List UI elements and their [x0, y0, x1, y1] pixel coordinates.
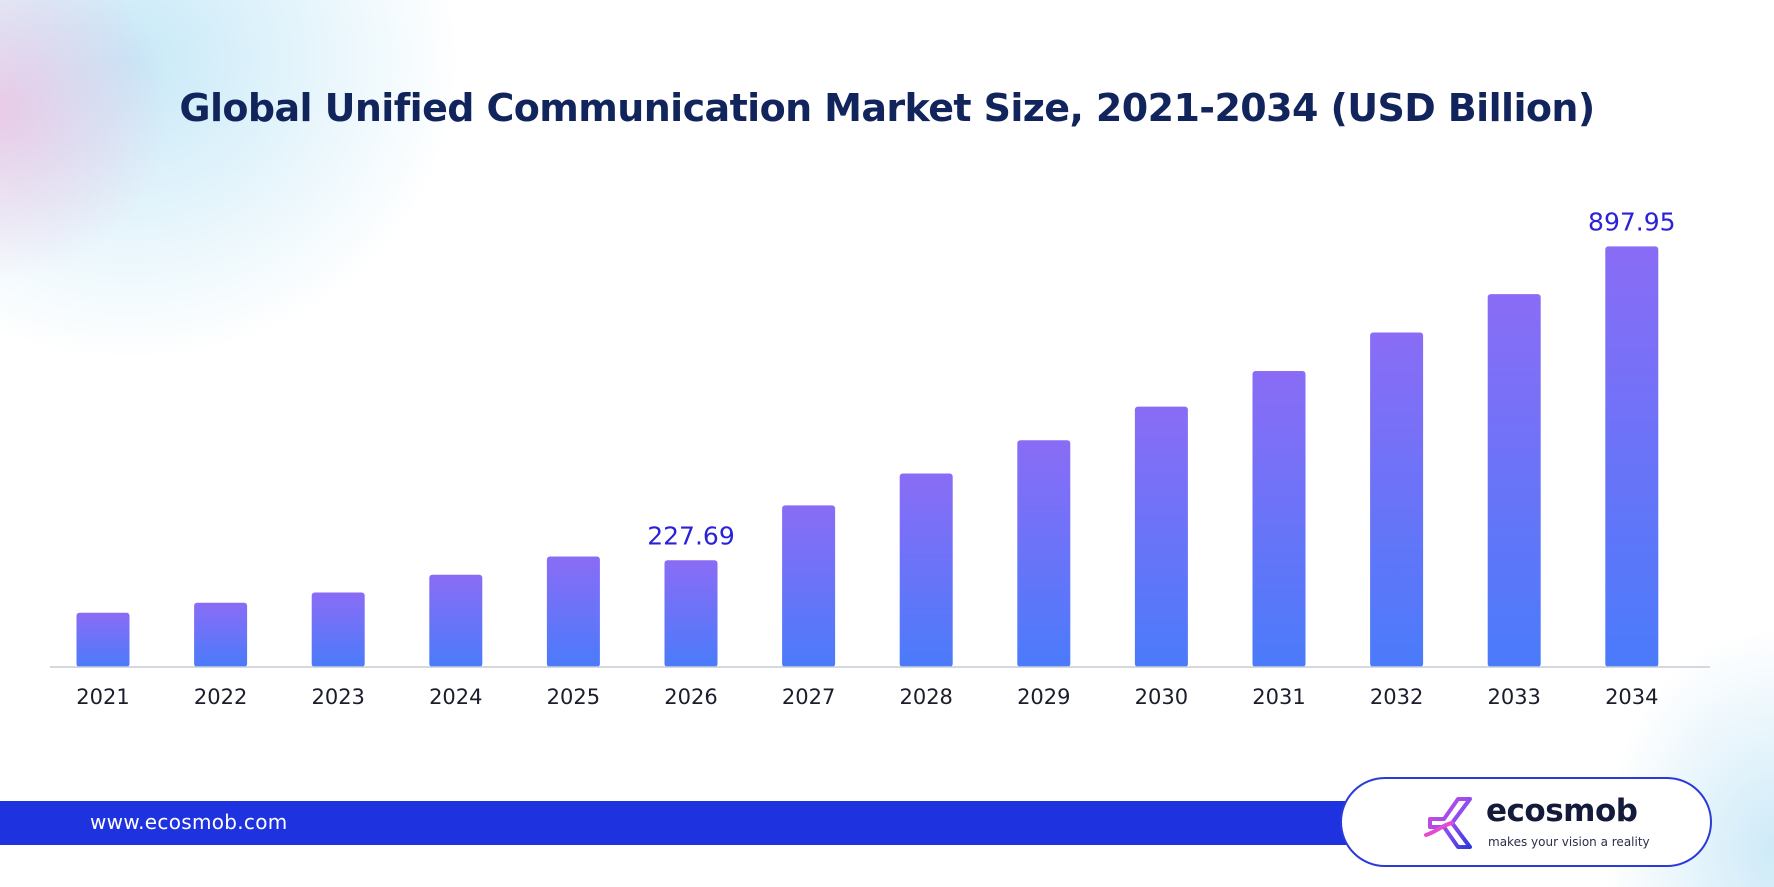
footer-website-link[interactable]: www.ecosmob.com — [90, 810, 288, 834]
footer-bar — [0, 801, 1380, 845]
data-label-2026: 227.69 — [647, 521, 734, 550]
bar-2034 — [1605, 246, 1659, 667]
data-label-2034: 897.95 — [1588, 207, 1675, 236]
brand-tagline: makes your vision a reality — [1488, 835, 1650, 849]
x-tick-label-2025: 2025 — [547, 685, 600, 709]
x-tick-label-2034: 2034 — [1605, 685, 1658, 709]
bar-2021 — [76, 612, 130, 667]
x-tick-label-2024: 2024 — [429, 685, 482, 709]
data-labels: 227.69 897.95 — [647, 207, 1675, 550]
chart-title: Global Unified Communication Market Size… — [179, 86, 1595, 130]
x-tick-label-2021: 2021 — [76, 685, 129, 709]
bar-2023 — [311, 592, 365, 667]
bar-2024 — [429, 574, 483, 667]
bar-2027 — [782, 505, 836, 667]
x-tick-label-2030: 2030 — [1135, 685, 1188, 709]
x-tick-label-2027: 2027 — [782, 685, 835, 709]
bar-2026 — [664, 560, 718, 667]
bar-2030 — [1134, 406, 1188, 667]
x-tick-label-2029: 2029 — [1017, 685, 1070, 709]
bar-2028 — [899, 473, 953, 667]
x-tick-label-2028: 2028 — [899, 685, 952, 709]
x-tick-label-2033: 2033 — [1487, 685, 1540, 709]
bar-2022 — [194, 602, 248, 667]
x-tick-label-2022: 2022 — [194, 685, 247, 709]
bar-2032 — [1370, 332, 1424, 667]
brand-name: ecosmob — [1486, 793, 1638, 829]
x-tick-label-2023: 2023 — [311, 685, 364, 709]
brand-logo-badge: ecosmob makes your vision a reality — [1340, 777, 1712, 867]
bar-2033 — [1487, 294, 1541, 667]
bar-2031 — [1252, 371, 1306, 667]
bar-2029 — [1017, 440, 1071, 667]
x-tick-label-2031: 2031 — [1252, 685, 1305, 709]
x-tick-label-2032: 2032 — [1370, 685, 1423, 709]
ecosmob-logo-icon — [1424, 797, 1472, 849]
bar-2025 — [546, 556, 600, 667]
x-tick-label-2026: 2026 — [664, 685, 717, 709]
bars-layer — [76, 246, 1659, 667]
bar-chart: 2021 2022 2023 2024 2025 2026 2027 2028 2029 2030… — [50, 207, 1710, 709]
x-tick-labels: 2021 2022 2023 2024 2025 2026 2027 2028 2029 2030… — [76, 685, 1658, 709]
